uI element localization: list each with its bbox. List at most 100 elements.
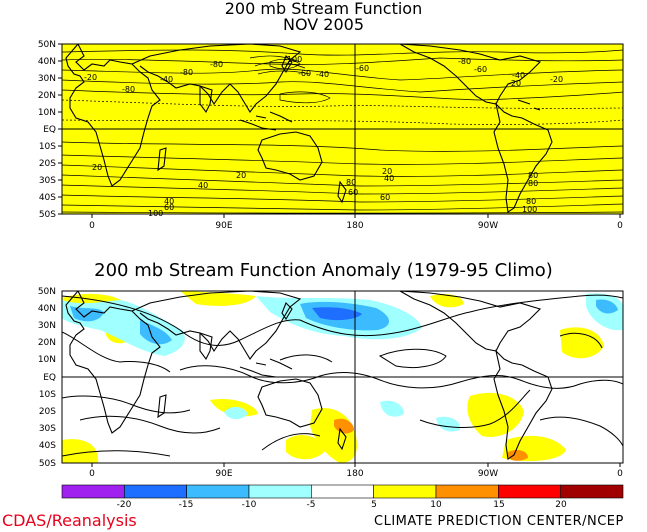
colorbar-swatch xyxy=(560,484,624,499)
map1-lat-label: 30S xyxy=(39,176,56,186)
map2-lat-label: EQ xyxy=(43,373,56,383)
map2-lon-label: 180 xyxy=(346,469,363,479)
map2-ticks xyxy=(91,463,621,467)
map2-lat-label: 50S xyxy=(39,459,56,469)
contour-label: 40 xyxy=(384,174,394,183)
colorbar-swatch xyxy=(435,484,499,499)
map2-lon-label: 0 xyxy=(89,469,95,479)
colorbar-label: -5 xyxy=(307,500,316,510)
map1-lon-label: 90E xyxy=(215,221,232,231)
colorbar-swatch xyxy=(311,484,374,499)
colorbar-label: 15 xyxy=(493,500,504,510)
contour-label: 20 xyxy=(382,167,392,176)
map2-frame xyxy=(61,290,624,464)
map1-gridlines xyxy=(62,44,623,214)
map2-lon-labels: 0 90E 180 90W 0 xyxy=(89,469,623,479)
map1-lat-label: 30N xyxy=(38,74,56,84)
contour-label: -100 xyxy=(284,55,302,64)
colorbar-label: -10 xyxy=(242,500,257,510)
colorbar-label: 5 xyxy=(371,500,377,510)
contour-label: 60 xyxy=(348,188,358,197)
map1-lat-label: 20N xyxy=(38,91,56,101)
colorbar xyxy=(61,484,624,499)
map2-panel: 50N 40N 30N 20N 10N EQ 10S 20S 30S 40S 5… xyxy=(38,287,624,479)
map1-contour-labels: -80 -80 -100 -60 -60 -80 -40 -40 -20 -60… xyxy=(84,55,563,218)
map1-lat-label: 50N xyxy=(38,40,56,50)
colorbar-swatch xyxy=(248,484,312,499)
map1-lat-label: 40S xyxy=(39,193,56,203)
map2-lat-label: 20S xyxy=(39,407,56,417)
colorbar-label: -20 xyxy=(117,500,132,510)
contour-label: -60 xyxy=(474,65,487,74)
map1-lat-labels: 50N 40N 30N 20N 10N EQ 10S 20S 30S 40S 5… xyxy=(38,40,56,220)
contour-label: 80 xyxy=(528,171,538,180)
map2-title: 200 mb Stream Function Anomaly (1979-95 … xyxy=(94,260,553,281)
colorbar-swatch xyxy=(498,484,561,499)
map1-lat-label: 10S xyxy=(39,142,56,152)
map2-lat-label: 20N xyxy=(38,338,56,348)
map1-lat-label: 20S xyxy=(39,159,56,169)
map2-lon-label: 90W xyxy=(478,469,498,479)
contour-label: -20 xyxy=(508,79,521,88)
map1-panel: 50N 40N 30N 20N 10N EQ 10S 20S 30S 40S 5… xyxy=(38,40,624,231)
contour-label: -80 xyxy=(180,68,193,77)
map2-lon-label: 0 xyxy=(617,469,623,479)
map2-lat-labels: 50N 40N 30N 20N 10N EQ 10S 20S 30S 40S 5… xyxy=(38,287,56,469)
map2-lat-label: 10N xyxy=(38,355,56,365)
contour-label: -40 xyxy=(512,71,525,80)
contour-label: -60 xyxy=(298,69,311,78)
contour-label: 100 xyxy=(522,205,537,214)
contour-label: 20 xyxy=(236,171,246,180)
map2-lat-label: 10S xyxy=(39,390,56,400)
map1-coastlines xyxy=(65,44,553,213)
contour-label: 40 xyxy=(198,181,208,190)
contour-label: 80 xyxy=(346,178,356,187)
contour-label: -40 xyxy=(316,70,329,79)
colorbar-swatch xyxy=(373,484,437,499)
contour-label: -80 xyxy=(122,85,135,94)
contour-label: 80 xyxy=(526,197,536,206)
map2-coastlines xyxy=(65,291,553,460)
map2-lat-label: 30N xyxy=(38,321,56,331)
map1-ticks xyxy=(58,43,621,218)
map2-gridlines xyxy=(62,291,623,463)
contour-label: 80 xyxy=(528,179,538,188)
map1-lat-label: 10N xyxy=(38,108,56,118)
contour-label: 60 xyxy=(164,203,174,212)
map2-anomaly-fills xyxy=(62,291,623,463)
contour-label: -40 xyxy=(160,75,173,84)
colorbar-label: 20 xyxy=(555,500,567,510)
map1-lon-labels: 0 90E 180 90W 0 xyxy=(89,221,623,231)
contour-label: 60 xyxy=(380,193,390,202)
contour-label: -20 xyxy=(550,75,563,84)
colorbar-labels: -20 -15 -10 -5 5 10 15 20 xyxy=(117,500,567,510)
contour-label: -80 xyxy=(210,60,223,69)
contour-label: -20 xyxy=(84,73,97,82)
contour-label: -80 xyxy=(458,57,471,66)
map1-lat-label: EQ xyxy=(43,125,56,135)
map1-lon-label: 0 xyxy=(89,221,95,231)
colorbar-swatch xyxy=(61,484,125,499)
contour-label: -60 xyxy=(356,64,369,73)
contour-label: 100 xyxy=(148,209,163,218)
colorbar-swatch xyxy=(186,484,250,499)
colorbar-swatch xyxy=(124,484,187,499)
map1-lat-label: 50S xyxy=(39,210,56,220)
colorbar-label: -15 xyxy=(179,500,194,510)
contour-label: 40 xyxy=(164,197,174,206)
map2-lat-label: 40S xyxy=(39,441,56,451)
colorbar-label: 10 xyxy=(430,500,442,510)
map2-lat-label: 50N xyxy=(38,287,56,297)
map1-lon-label: 90W xyxy=(478,221,498,231)
map2-lat-label: 30S xyxy=(39,424,56,434)
map1-title-line1: 200 mb Stream Function xyxy=(224,0,423,18)
map1-title-line2: NOV 2005 xyxy=(282,15,365,34)
footer-source: CDAS/Reanalysis xyxy=(2,511,137,530)
map1-lat-label: 40N xyxy=(38,57,56,67)
footer-credit: CLIMATE PREDICTION CENTER/NCEP xyxy=(374,514,624,529)
map2-lon-label: 90E xyxy=(215,469,232,479)
contour-label: 20 xyxy=(92,163,102,172)
map2-lat-label: 40N xyxy=(38,304,56,314)
map1-lon-label: 0 xyxy=(617,221,623,231)
